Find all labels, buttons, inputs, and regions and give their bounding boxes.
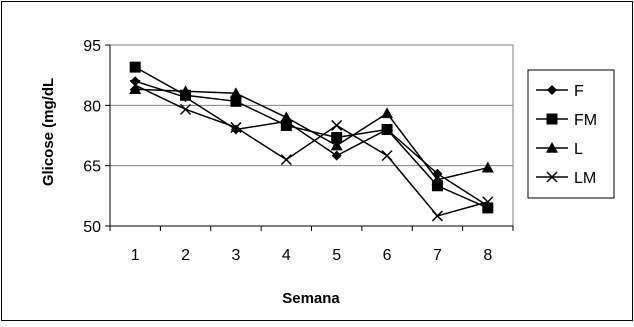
x-marker-stroke	[482, 196, 494, 208]
data-point-lm	[230, 121, 242, 133]
legend-marker-lm	[546, 171, 558, 183]
data-point-lm	[381, 150, 393, 162]
data-point-l	[330, 139, 343, 151]
x-axis-title: Semana	[282, 290, 340, 307]
x-marker-stroke	[230, 121, 242, 133]
legend: F FM L LM	[527, 69, 615, 199]
data-point-f	[331, 150, 342, 161]
x-marker-stroke	[331, 119, 343, 131]
data-point-fm	[280, 119, 292, 131]
series-line-f	[134, 80, 489, 207]
data-point-fm	[482, 202, 494, 214]
data-point-lm	[431, 210, 443, 222]
legend-box	[527, 69, 615, 199]
x-marker-stroke	[431, 210, 443, 222]
y-tick-label: 95	[83, 38, 101, 55]
y-tick-label: 50	[83, 219, 101, 236]
series-line-l	[135, 88, 488, 181]
data-point-l	[481, 161, 494, 173]
x-tick-label: 3	[231, 247, 240, 264]
x-tick-label: 2	[181, 247, 190, 264]
series-line-lm	[134, 84, 489, 217]
legend-marker-f	[547, 85, 557, 95]
x-tick-label: 1	[131, 247, 140, 264]
data-point-l	[129, 83, 142, 95]
y-tick-label: 80	[83, 98, 101, 115]
data-point-fm	[381, 123, 393, 135]
legend-item-fm: FM	[536, 112, 597, 129]
data-point-lm	[331, 119, 343, 131]
legend-label-l: L	[574, 141, 583, 158]
data-point-lm	[482, 196, 494, 208]
data-point-fm	[331, 132, 343, 144]
legend-marker-fm	[546, 113, 558, 125]
data-point-lm	[280, 154, 292, 166]
x-tick-label: 4	[282, 247, 291, 264]
y-axis-title: Glicose (mg/dL	[40, 78, 57, 186]
y-tick-label: 65	[83, 159, 101, 176]
legend-marker-l	[546, 142, 558, 153]
axes: 50 65 80 95 1 2 3 4 5 6 7 8	[83, 38, 514, 264]
legend-label-lm: LM	[574, 170, 596, 187]
x-tick-label: 8	[483, 247, 492, 264]
data-point-fm	[230, 95, 242, 107]
data-point-l	[381, 107, 394, 119]
legend-item-lm: LM	[536, 170, 596, 187]
x-tick-label: 6	[383, 247, 392, 264]
series-l	[129, 83, 494, 185]
data-point-fm	[129, 61, 141, 73]
legend-item-f: F	[536, 83, 584, 100]
x-tick-label: 7	[433, 247, 442, 264]
x-marker-stroke	[129, 79, 141, 91]
data-point-l	[179, 85, 192, 97]
legend-label-fm: FM	[574, 112, 597, 129]
x-tick-label: 5	[332, 247, 341, 264]
x-marker-stroke	[180, 103, 192, 115]
legend-item-l: L	[536, 141, 583, 158]
data-point-fm	[431, 180, 443, 192]
x-marker-stroke	[280, 154, 292, 166]
data-point-l	[431, 173, 444, 185]
data-point-l	[229, 87, 242, 99]
data-point-lm	[129, 79, 141, 91]
series-lm	[129, 79, 494, 222]
x-marker-stroke	[546, 171, 558, 183]
series-lines	[129, 61, 494, 222]
legend-label-f: F	[574, 83, 584, 100]
data-point-lm	[180, 103, 192, 115]
chart-outer-border	[1, 1, 633, 321]
x-marker-stroke	[381, 150, 393, 162]
data-point-l	[280, 111, 293, 123]
